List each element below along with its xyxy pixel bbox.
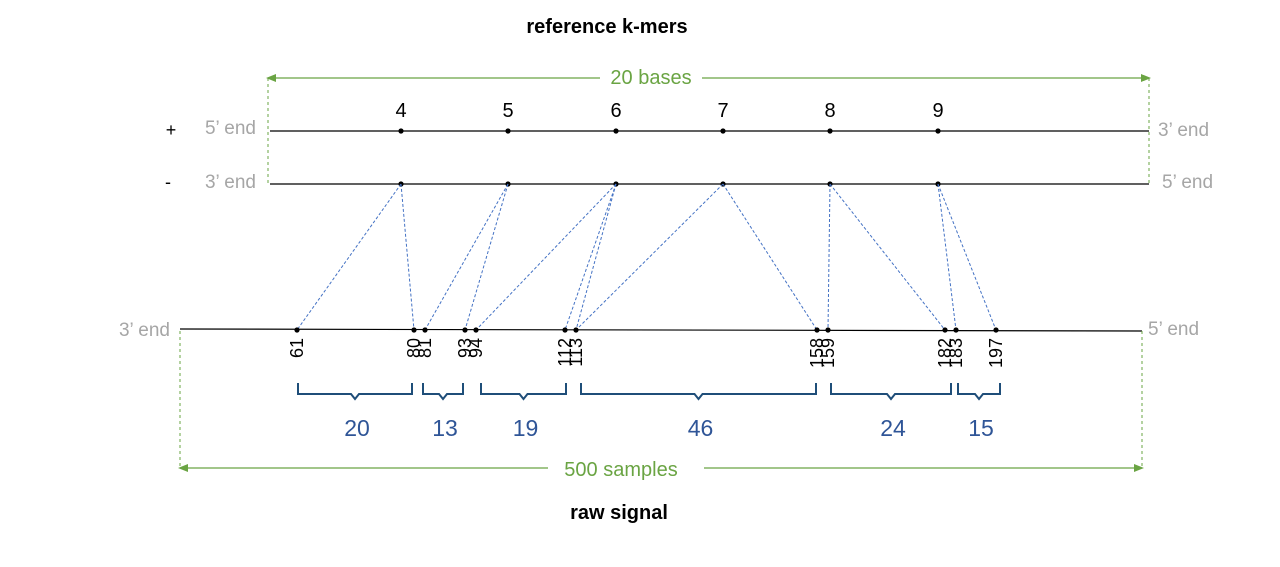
signal-line: [179, 328, 1143, 332]
minus-strand-sign: -: [165, 172, 171, 192]
dwell-label-3: 19: [513, 415, 539, 441]
mapping-line-6-112: [564, 183, 617, 331]
kmer-plus-dot-9: [935, 128, 941, 134]
mapping-line-7-113: [575, 183, 724, 331]
mapping-line-4-61: [296, 183, 402, 331]
mapping-line-5-93: [464, 183, 509, 331]
kmer-label-9: 9: [932, 100, 943, 122]
dwell-label-6: 15: [968, 415, 994, 441]
reference-span-arrow-right: [1141, 74, 1151, 82]
dwell-brace-4: [580, 383, 817, 401]
sample-dot-158: [814, 327, 820, 333]
sample-dot-183: [953, 327, 959, 333]
mapping-line-8-182: [829, 183, 946, 331]
sample-label-158: 158: [807, 338, 827, 368]
dwell-brace-6: [957, 383, 1001, 401]
sample-label-61: 61: [287, 338, 307, 358]
sample-label-93: 93: [455, 338, 475, 358]
dwell-label-5: 24: [880, 415, 906, 441]
plus-strand-left-end: 5’ end: [205, 118, 256, 139]
minus-strand-right-end: 5’ end: [1162, 172, 1213, 193]
mapping-line-9-183: [937, 183, 957, 331]
sample-dot-93: [462, 327, 468, 333]
dwell-label-4: 46: [688, 415, 714, 441]
plus-strand-right-end: 3’ end: [1158, 120, 1209, 141]
sample-label-94: 94: [466, 338, 486, 358]
sample-dot-159: [825, 327, 831, 333]
sample-label-159: 159: [818, 338, 838, 368]
sample-dot-81: [422, 327, 428, 333]
sample-label-81: 81: [415, 338, 435, 358]
dwell-label-1: 20: [344, 415, 370, 441]
mapping-line-8-159: [827, 183, 831, 331]
kmer-markers: 4 5 6 7 8 9: [395, 100, 944, 187]
plus-strand-sign: +: [166, 120, 177, 140]
signal-span-label: 500 samples: [564, 459, 677, 481]
sample-dot-112: [562, 327, 568, 333]
kmer-plus-dot-8: [827, 128, 833, 134]
sample-label-197: 197: [986, 338, 1006, 368]
sample-dot-182: [942, 327, 948, 333]
kmer-label-6: 6: [610, 100, 621, 122]
kmer-label-7: 7: [717, 100, 728, 122]
dwell-braces: 20 13 19 46 24 15: [297, 383, 1001, 441]
sample-label-182: 182: [935, 338, 955, 368]
kmer-plus-dot-6: [613, 128, 619, 134]
sample-dot-197: [993, 327, 999, 333]
kmer-label-8: 8: [824, 100, 835, 122]
sample-dot-61: [294, 327, 300, 333]
dwell-label-2: 13: [432, 415, 458, 441]
mapping-line-5-81: [424, 183, 509, 331]
kmer-sample-mapping-lines: [296, 183, 997, 331]
diagram-title: reference k-mers: [526, 16, 687, 38]
signal-span-arrow-right: [1134, 464, 1144, 472]
kmer-plus-dot-7: [720, 128, 726, 134]
dwell-brace-3: [480, 383, 567, 401]
mapping-line-6-94: [475, 183, 617, 331]
signal-span-arrow-left: [178, 464, 188, 472]
mapping-line-4-80: [400, 183, 415, 331]
dwell-brace-1: [297, 383, 413, 401]
kmer-plus-dot-5: [505, 128, 511, 134]
reference-span-arrow-left: [266, 74, 276, 82]
sample-label-113: 113: [566, 338, 586, 367]
kmer-label-4: 4: [395, 100, 406, 122]
sample-dot-94: [473, 327, 479, 333]
mapping-line-9-197: [937, 183, 997, 331]
sample-label-112: 112: [555, 338, 575, 367]
reference-span-label: 20 bases: [610, 67, 691, 89]
kmer-label-5: 5: [502, 100, 513, 122]
kmer-plus-dot-4: [398, 128, 404, 134]
diagram-footer: raw signal: [570, 502, 668, 524]
sample-label-183: 183: [946, 338, 966, 368]
signal-right-end: 5’ end: [1148, 319, 1199, 340]
dwell-brace-2: [422, 383, 464, 401]
sample-dot-113: [573, 327, 579, 333]
signal-left-end: 3’ end: [119, 320, 170, 341]
mapping-line-7-158: [722, 183, 818, 331]
dwell-brace-5: [830, 383, 952, 401]
sample-dot-80: [411, 327, 417, 333]
mapping-line-6-113: [575, 183, 617, 331]
sample-label-80: 80: [404, 338, 424, 358]
minus-strand-left-end: 3’ end: [205, 172, 256, 193]
